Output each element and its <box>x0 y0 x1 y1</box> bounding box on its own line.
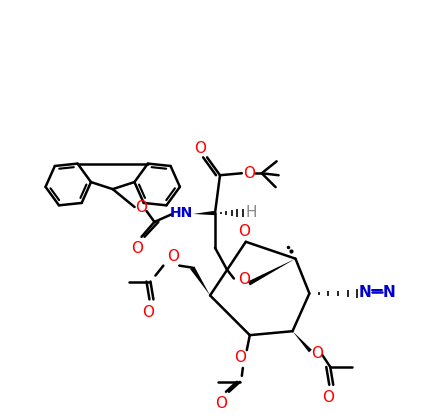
Text: O: O <box>238 272 250 287</box>
Text: O: O <box>194 141 206 156</box>
Text: O: O <box>238 224 250 239</box>
Text: O: O <box>131 241 144 256</box>
Text: O: O <box>243 166 255 181</box>
Text: O: O <box>135 199 148 215</box>
Text: O: O <box>311 346 323 360</box>
Text: O: O <box>234 349 246 365</box>
Polygon shape <box>248 259 296 285</box>
Text: O: O <box>167 249 179 264</box>
Polygon shape <box>190 266 210 295</box>
Text: O: O <box>215 396 227 411</box>
Text: HN: HN <box>170 206 193 220</box>
Text: O: O <box>142 305 155 320</box>
Text: O: O <box>322 390 334 405</box>
Text: H: H <box>245 205 257 220</box>
Polygon shape <box>293 331 312 352</box>
Text: N: N <box>359 285 371 300</box>
Text: N: N <box>382 285 395 300</box>
Polygon shape <box>193 211 215 215</box>
